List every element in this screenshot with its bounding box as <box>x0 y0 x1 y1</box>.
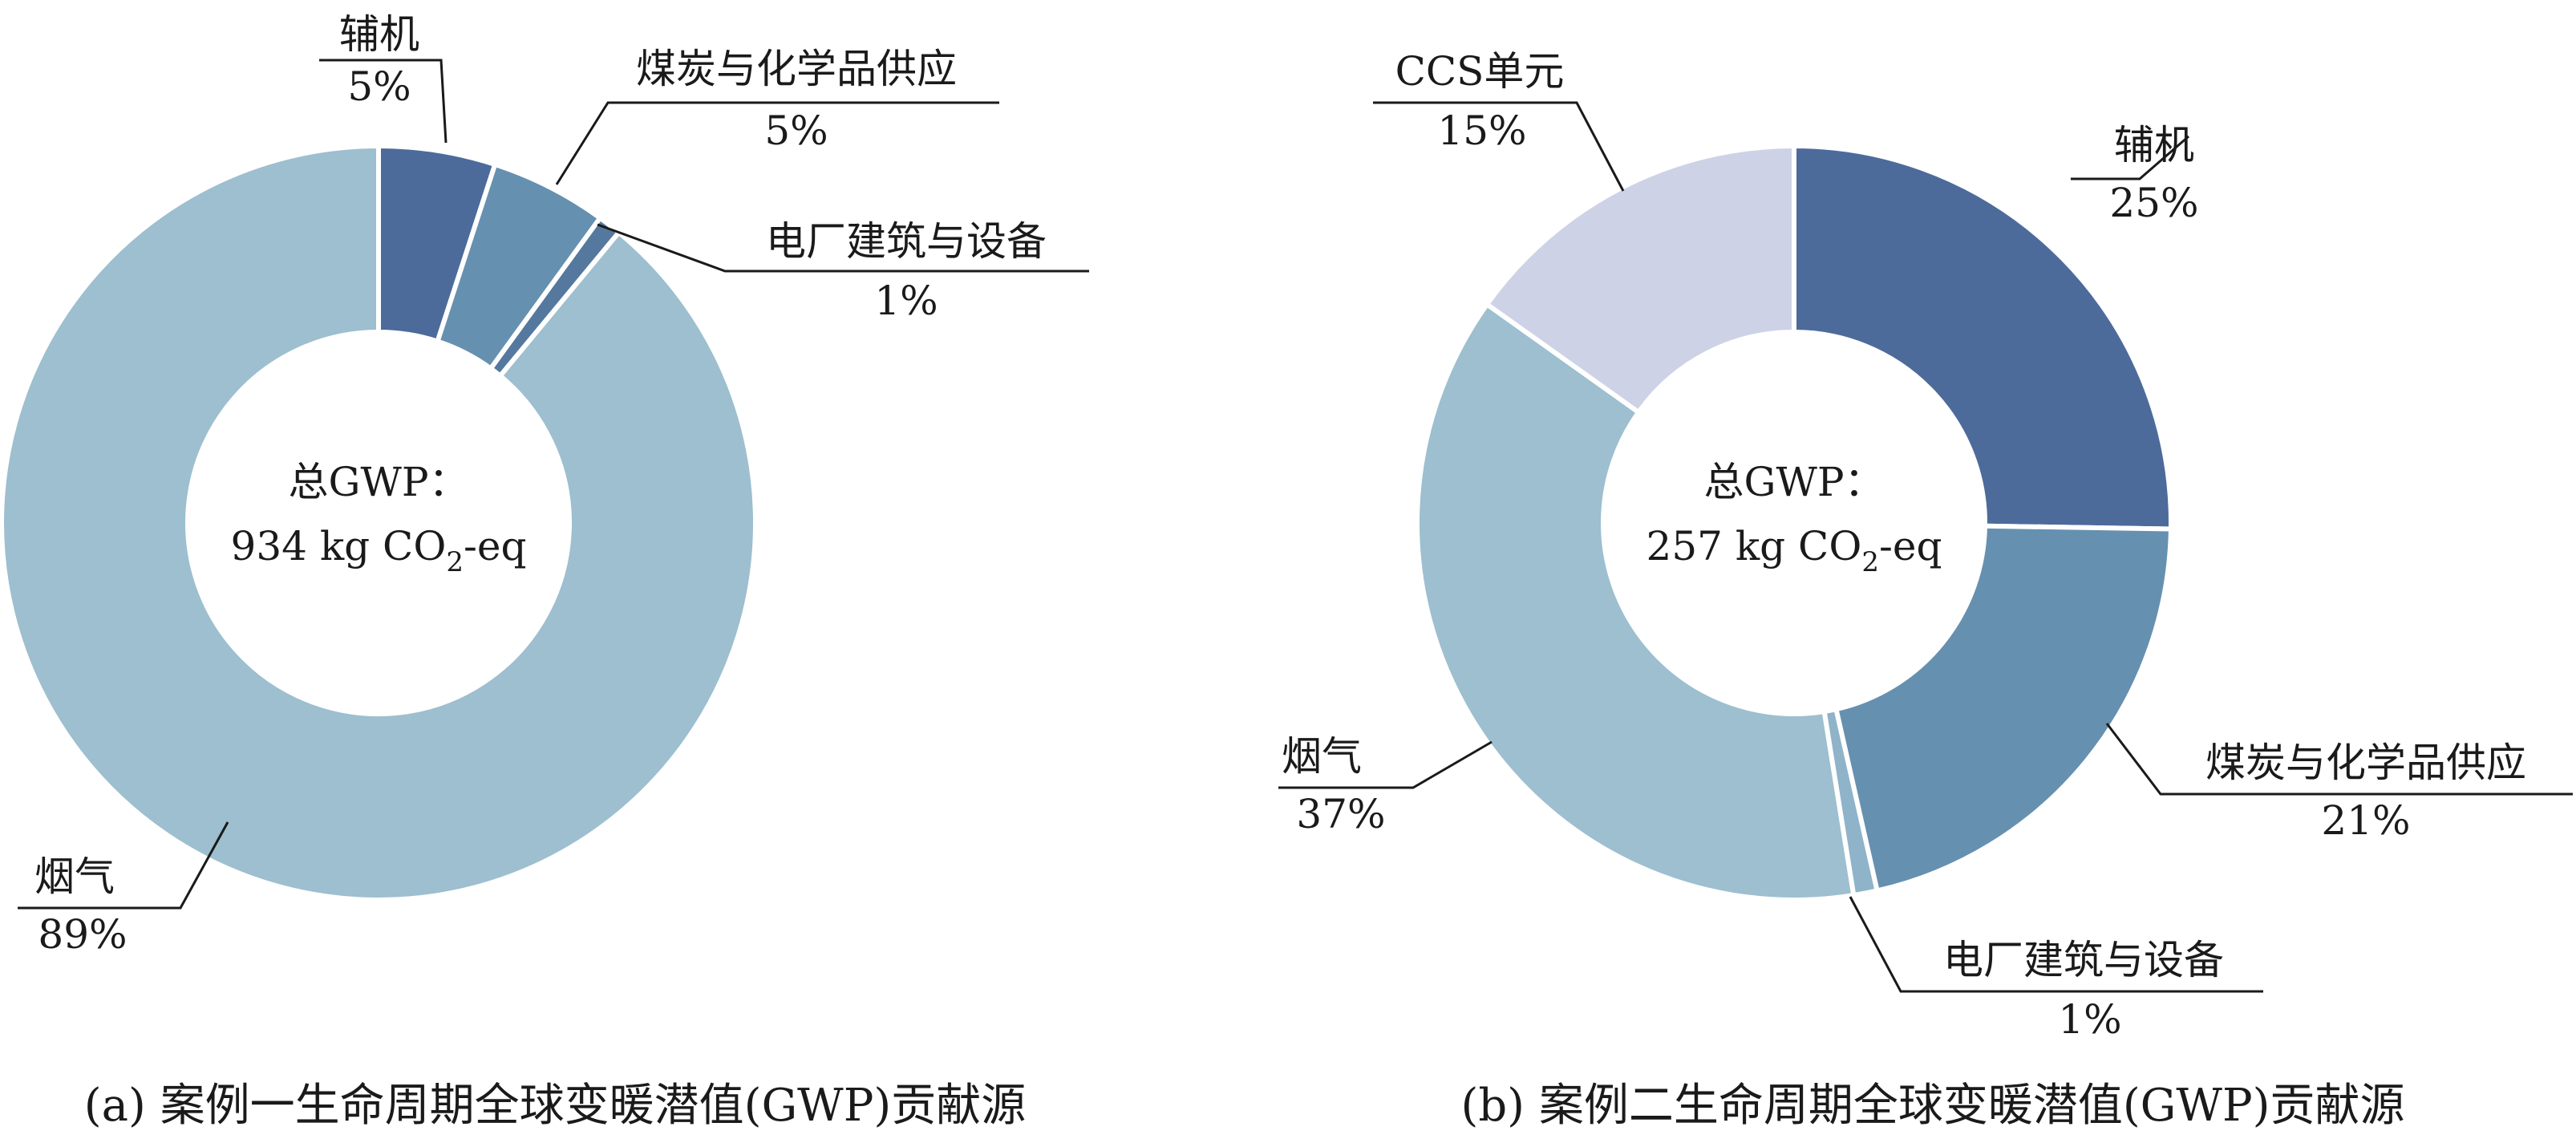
slice-percent: 37% <box>1296 791 1385 837</box>
leader-line <box>319 59 448 144</box>
slice-label-plant-case-1: 电厂建筑与设备 1% <box>597 218 1089 324</box>
slice-label-fuji-case-2: 辅机 25% <box>2071 122 2199 226</box>
slice-name: 煤炭与化学品供应 <box>2205 740 2526 786</box>
slice-label-flue-case-1: 烟气 89% <box>18 821 229 958</box>
donut-slice-case-2-4 <box>1484 144 1796 415</box>
slice-label-plant-case-2: 电厂建筑与设备 1% <box>1849 896 2263 1043</box>
center-value-case-1: 934 kg CO2-eq <box>231 523 527 578</box>
slice-name: 辅机 <box>2114 122 2194 168</box>
slice-percent: 1% <box>874 278 938 324</box>
center-title-case-1: 总GWP： <box>289 459 469 505</box>
center-value-subscript-case-1: 2 <box>446 546 464 578</box>
center-value-unit-case-1: -eq <box>464 523 527 569</box>
slice-percent: 15% <box>1437 107 1526 154</box>
donut-slices-case-2 <box>1415 144 2173 902</box>
slice-percent: 21% <box>2321 797 2410 844</box>
donut-chart-case-1: 总GWP： 934 kg CO2-eq 辅机 5% 煤炭与化学品供应 5% 电厂… <box>0 11 1089 1132</box>
slice-percent: 89% <box>38 911 127 958</box>
slice-percent: 25% <box>2109 180 2198 226</box>
caption-case-2: (b) 案例二生命周期全球变暖潜值(GWP)贡献源 <box>1460 1080 2404 1132</box>
leader-line <box>2105 723 2573 796</box>
donut-slice-case-2-0 <box>1792 144 2173 532</box>
leader-line <box>2071 135 2189 180</box>
donut-slice-case-2-1 <box>1833 523 2173 894</box>
slice-label-ccs-case-2: CCS单元 15% <box>1373 48 1625 192</box>
slice-name: 烟气 <box>34 853 115 900</box>
slice-name: 辅机 <box>339 11 419 58</box>
center-value-case-2: 257 kg CO2-eq <box>1646 523 1942 578</box>
slice-percent: 1% <box>2058 996 2121 1043</box>
slice-name: 烟气 <box>1282 733 1362 780</box>
donut-slice-case-1-3 <box>0 144 758 902</box>
slice-label-coal-case-1: 煤炭与化学品供应 5% <box>555 46 999 185</box>
center-value-unit-case-2: -eq <box>1879 523 1942 569</box>
leader-line <box>1278 740 1493 789</box>
donut-slices-case-1 <box>0 144 758 902</box>
center-value-number-case-1: 934 kg CO <box>231 523 447 569</box>
slice-name: 煤炭与化学品供应 <box>636 46 957 92</box>
leader-line <box>555 101 999 185</box>
slice-percent: 5% <box>764 107 828 154</box>
slice-percent: 5% <box>347 63 411 110</box>
leader-line <box>18 821 229 910</box>
leader-line <box>1849 896 2263 993</box>
center-title-case-2: 总GWP： <box>1704 459 1885 505</box>
leader-line <box>1373 101 1625 192</box>
slice-label-coal-case-2: 煤炭与化学品供应 21% <box>2105 723 2573 844</box>
leader-line <box>597 223 1089 273</box>
caption-case-1: (a) 案例一生命周期全球变暖潜值(GWP)贡献源 <box>84 1080 1027 1132</box>
slice-name: CCS单元 <box>1395 48 1565 95</box>
slice-label-flue-case-2: 烟气 37% <box>1278 733 1493 837</box>
donut-chart-case-2: 总GWP： 257 kg CO2-eq CCS单元 15% 辅机 25% 煤炭与… <box>1278 48 2573 1132</box>
donut-slice-case-2-3 <box>1415 302 1857 902</box>
slice-name: 电厂建筑与设备 <box>1943 937 2224 983</box>
center-value-subscript-case-2: 2 <box>1861 546 1879 578</box>
slice-label-fuji-case-1: 辅机 5% <box>319 11 448 144</box>
slice-name: 电厂建筑与设备 <box>766 218 1047 265</box>
center-value-number-case-2: 257 kg CO <box>1646 523 1862 569</box>
